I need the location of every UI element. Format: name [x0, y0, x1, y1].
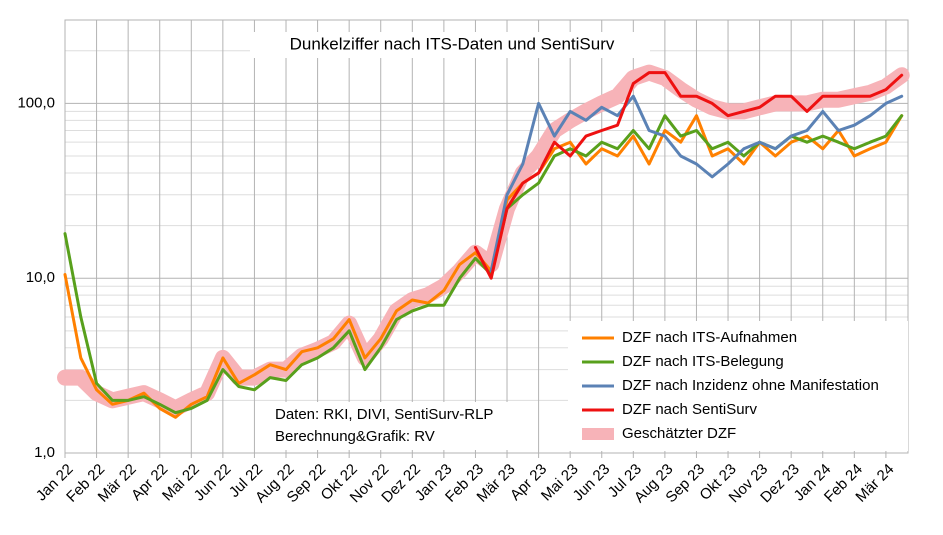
annotation: Berechnung&Grafik: RV [275, 428, 435, 445]
y-tick-label: 100,0 [17, 94, 55, 111]
legend-label: DZF nach SentiSurv [622, 401, 758, 418]
line [473, 71, 904, 280]
chart-title: Dunkelziffer nach ITS-Daten und SentiSur… [290, 34, 615, 53]
legend-label: Geschätzter DZF [622, 425, 736, 442]
legend-label: DZF nach ITS-Aufnahmen [622, 329, 797, 346]
line [489, 94, 904, 273]
y-tick-label: 10,0 [26, 269, 55, 286]
title-bg [250, 32, 650, 58]
legend-label: DZF nach Inzidenz ohne Manifestation [622, 377, 879, 394]
y-tick-label: 1,0 [34, 444, 55, 461]
legend-label: DZF nach ITS-Belegung [622, 353, 784, 370]
legend-box [568, 321, 908, 451]
annotation-bg [268, 402, 538, 450]
annotation: Daten: RKI, DIVI, SentiSurv-RLP [275, 406, 493, 423]
legend: DZF nach ITS-Aufnahmen DZF nach ITS-Beleg… [568, 321, 908, 451]
